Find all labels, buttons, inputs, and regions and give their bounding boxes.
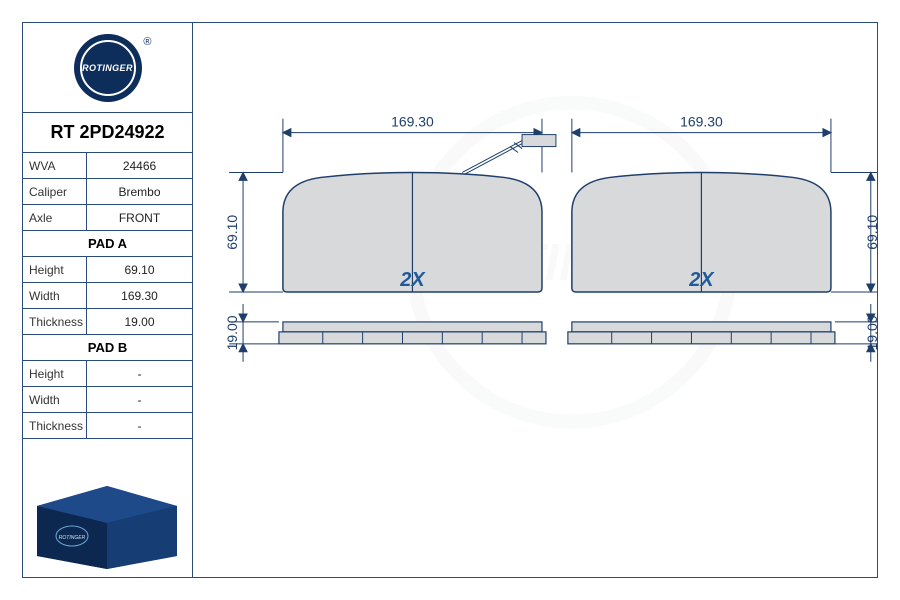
pad-b-value: - bbox=[87, 361, 192, 386]
spec-column: ROTINGER ® RT 2PD24922 WVA24466CaliperBr… bbox=[23, 23, 193, 577]
brand-logo-area: ROTINGER ® bbox=[23, 23, 192, 113]
pad-a-label: Width bbox=[23, 283, 87, 308]
pad-b-header: PAD B bbox=[23, 335, 192, 361]
spec-row: Width169.30 bbox=[23, 283, 192, 309]
qty-label-right: 2X bbox=[688, 269, 715, 291]
pad-a-label: Thickness bbox=[23, 309, 87, 334]
pad-a-value: 69.10 bbox=[87, 257, 192, 282]
brand-logo: ROTINGER ® bbox=[48, 34, 168, 102]
pad-b-label: Width bbox=[23, 387, 87, 412]
pad-b-value: - bbox=[87, 413, 192, 438]
dim-thickness-right: 19.00 bbox=[864, 315, 877, 350]
dim-height-left: 69.10 bbox=[224, 215, 240, 250]
pad-a-header: PAD A bbox=[23, 231, 192, 257]
spec-value: FRONT bbox=[87, 205, 192, 230]
spec-row: Thickness- bbox=[23, 413, 192, 439]
spec-row: WVA24466 bbox=[23, 153, 192, 179]
registered-icon: ® bbox=[143, 36, 151, 48]
spec-row: Width- bbox=[23, 387, 192, 413]
pad-b-label: Height bbox=[23, 361, 87, 386]
spec-label: Axle bbox=[23, 205, 87, 230]
pad-a-label: Height bbox=[23, 257, 87, 282]
qty-label-left: 2X bbox=[399, 269, 426, 291]
spec-label: WVA bbox=[23, 153, 87, 178]
product-box-image: ROTINGER bbox=[27, 451, 187, 571]
pad-b-value: - bbox=[87, 387, 192, 412]
dim-height-right: 69.10 bbox=[864, 215, 877, 250]
dim-width-left: 169.30 bbox=[391, 114, 434, 130]
spec-sheet-frame: ROTINGER ® RT 2PD24922 WVA24466CaliperBr… bbox=[22, 22, 878, 578]
backing-plate-left bbox=[279, 322, 546, 344]
spec-value: 24466 bbox=[87, 153, 192, 178]
spec-row: AxleFRONT bbox=[23, 205, 192, 231]
part-number: RT 2PD24922 bbox=[23, 113, 192, 153]
dim-thickness-left: 19.00 bbox=[224, 315, 240, 350]
pad-b-label: Thickness bbox=[23, 413, 87, 438]
pad-a-value: 19.00 bbox=[87, 309, 192, 334]
spec-row: CaliperBrembo bbox=[23, 179, 192, 205]
backing-plate-right bbox=[568, 322, 835, 344]
spec-row: Thickness19.00 bbox=[23, 309, 192, 335]
brand-name: ROTINGER bbox=[82, 63, 133, 73]
technical-drawing: ROTINGER 169.30 169.30 bbox=[193, 23, 877, 577]
spec-row: Height- bbox=[23, 361, 192, 387]
spec-label: Caliper bbox=[23, 179, 87, 204]
dim-width-right: 169.30 bbox=[680, 114, 723, 130]
pad-a-value: 169.30 bbox=[87, 283, 192, 308]
spec-row: Height69.10 bbox=[23, 257, 192, 283]
svg-text:ROTINGER: ROTINGER bbox=[59, 535, 86, 541]
spec-value: Brembo bbox=[87, 179, 192, 204]
